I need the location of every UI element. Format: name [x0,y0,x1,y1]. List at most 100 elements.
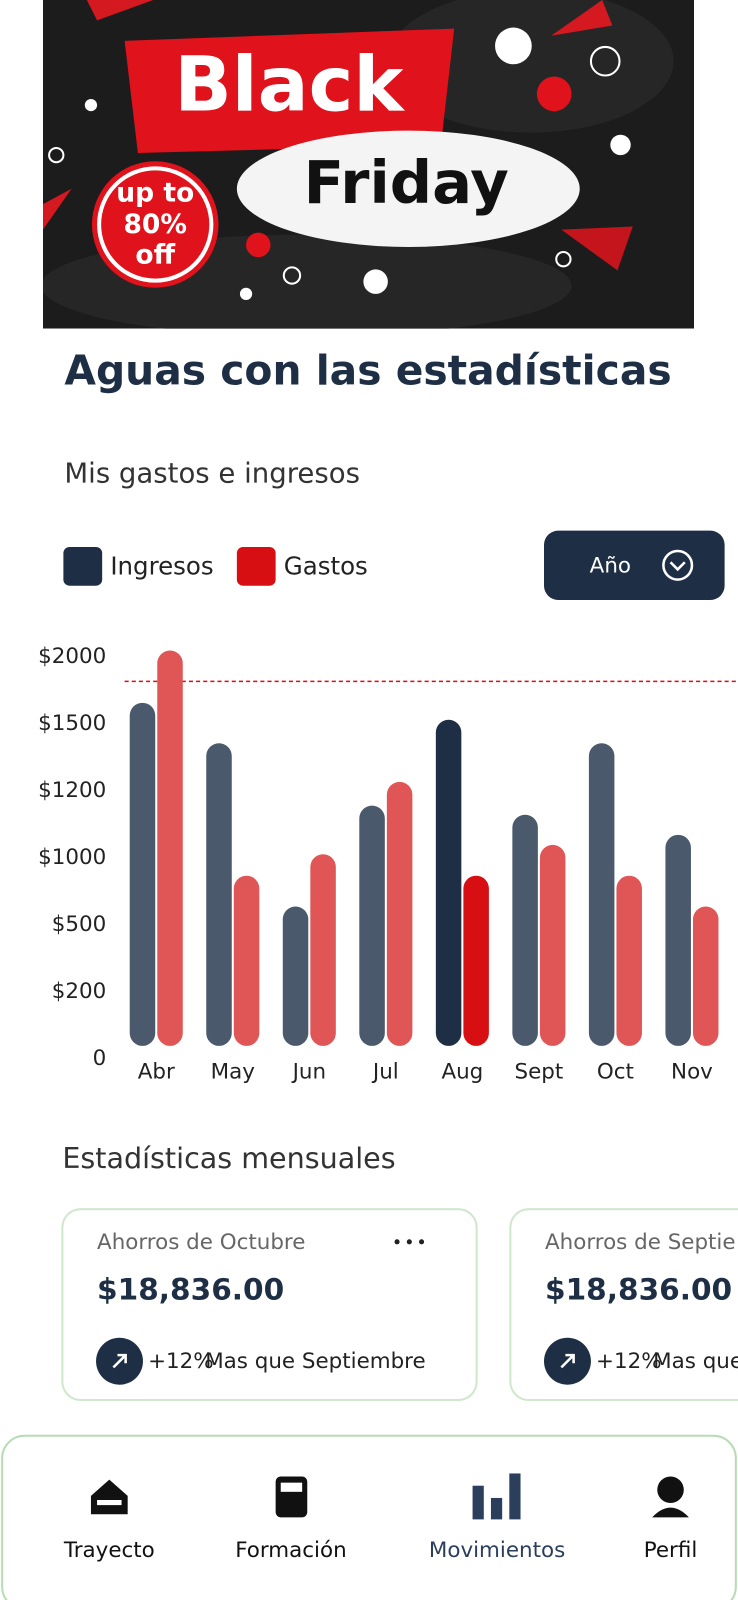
badge-text: up to [116,177,194,208]
person-icon [652,1507,689,1518]
deco [48,146,65,164]
nav-label: Movimientos [429,1538,565,1563]
chevron-icon [662,549,694,581]
nav-label: Perfil [644,1538,698,1563]
x-tick-label: Jul [371,1059,399,1084]
nav-bg [1,1434,737,1600]
x-tick-label: May [211,1059,256,1084]
y-tick-label: $200 [52,979,106,1004]
nav-label: Trayecto [63,1538,155,1563]
stat-card[interactable]: Ahorros de Octubre $18,836.00 +12%Mas que … [61,1208,478,1402]
card-change: +12% [148,1349,214,1374]
calc-icon [280,1482,303,1492]
x-tick-label: Sept [515,1059,564,1084]
bar [386,781,413,1046]
stat-card[interactable]: Ahorros de Septie $18,836.00 +12%Mas que [509,1208,738,1402]
x-tick-label: Aug [441,1059,483,1084]
x-tick-label: Nov [671,1059,713,1084]
card-amount: $18,836.00 [97,1272,284,1306]
bar [512,814,538,1046]
cards: Ahorros de Octubre$18,836.00+12%Mas que … [61,1208,738,1402]
x-tick-label: Jun [291,1059,326,1084]
x-tick-label: Abr [138,1059,175,1084]
deco [589,45,621,77]
nav-label: Formación [235,1538,346,1563]
bar [157,650,183,1046]
deco [495,27,532,65]
bar [129,702,156,1046]
card-bg [61,1208,478,1402]
banner[interactable]: Black Friday up to 80% off [41,0,694,337]
deco [246,232,271,258]
trend-arrow [112,1353,127,1369]
badge-ring [97,166,214,283]
bar [282,906,309,1046]
trend-arrow [560,1353,575,1369]
deco [239,287,253,300]
bar [359,805,385,1046]
deco [42,188,72,230]
chevron [669,561,686,572]
person-icon [657,1476,684,1504]
friday-panel [236,130,580,247]
deco [610,134,631,156]
legend-label: Gastos [284,551,368,580]
card-label: Ahorros de Octubre [97,1230,305,1255]
chart-icon [490,1497,503,1520]
nav-item[interactable]: Perfil [644,1476,698,1563]
bar [692,906,719,1046]
black-panel [124,28,455,154]
deco [84,98,98,112]
bar [206,743,232,1046]
menu-dot [406,1239,412,1245]
card-label: Ahorros de Septie [545,1230,736,1255]
bar [310,854,336,1046]
bottom-nav: Trayecto Formación Movimientos Perfil [1,1434,737,1600]
card-amount: $18,836.00 [545,1272,732,1306]
card-change: +12% [596,1349,662,1374]
deco [551,0,613,36]
bar [539,844,566,1046]
badge-text: 80% [123,209,186,240]
deco [363,269,388,294]
legend-label: Ingresos [110,551,213,580]
period-button[interactable]: Año [544,530,725,600]
bar [463,875,489,1046]
nav-item[interactable]: Trayecto [63,1479,155,1563]
y-tick-label: $1500 [38,711,106,736]
section-title: Estadísticas mensuales [62,1141,395,1175]
bar [588,743,615,1046]
banner-line2: Friday [304,148,509,217]
deco [86,0,154,21]
x-tick-label: Oct [597,1059,634,1084]
y-tick-label: $2000 [38,644,106,669]
y-tick-label: $500 [52,912,106,937]
button-label: Año [590,553,631,578]
menu-dot [419,1239,425,1245]
card-note: Mas que [653,1349,738,1374]
legend-swatch [63,546,103,586]
y-tick-label: 0 [93,1046,107,1071]
bar [616,875,642,1046]
y-tick-label: $1200 [38,778,106,803]
chart-icon [509,1473,521,1520]
deco [387,0,674,133]
deco [561,226,633,271]
nav-item[interactable]: Formación [235,1476,347,1563]
bar [233,875,260,1046]
banner-line1: Black [174,40,405,128]
bar [435,719,462,1046]
deco [282,266,302,285]
card-note: Mas que Septiembre [205,1349,425,1374]
deco [536,76,572,112]
nav-item[interactable]: Movimientos [429,1473,565,1563]
button-bg [544,530,725,600]
deco [555,251,572,268]
bar [665,834,691,1046]
y-tick-label: $1000 [38,845,106,870]
chart-icon [472,1485,484,1520]
menu-dot [394,1239,400,1245]
badge [91,161,219,288]
